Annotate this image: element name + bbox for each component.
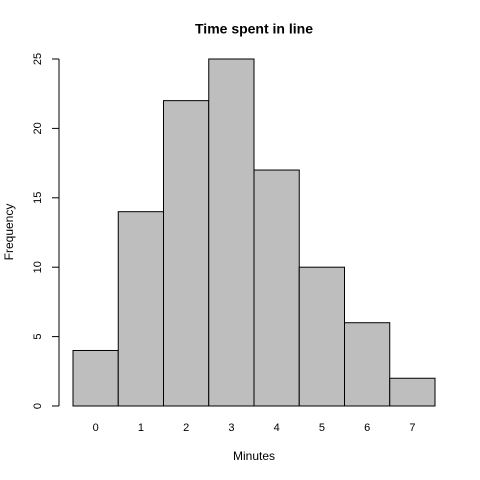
x-tick-label: 6 [364,422,370,434]
bar [117,211,164,407]
y-axis-label: Frequency [2,204,16,261]
y-tick-label: 0 [32,403,44,409]
chart-title: Time spent in line [195,21,313,37]
bar [208,58,255,407]
x-tick-label: 2 [183,422,189,434]
x-tick-label: 3 [228,422,234,434]
bar [253,169,300,407]
y-tick-label: 5 [32,334,44,340]
x-tick-label: 1 [138,422,144,434]
y-tick-label: 15 [32,192,44,204]
bar [163,100,210,407]
x-axis-label: Minutes [233,449,275,463]
y-tick-label: 25 [32,53,44,65]
bar [389,377,436,407]
bar [298,266,345,407]
x-tick-label: 7 [409,422,415,434]
y-tick-label: 10 [32,261,44,273]
bar [344,322,391,407]
x-tick-label: 4 [274,422,280,434]
y-tick-label: 20 [32,122,44,134]
x-tick-label: 5 [319,422,325,434]
bar [72,349,119,407]
x-tick-label: 0 [93,422,99,434]
